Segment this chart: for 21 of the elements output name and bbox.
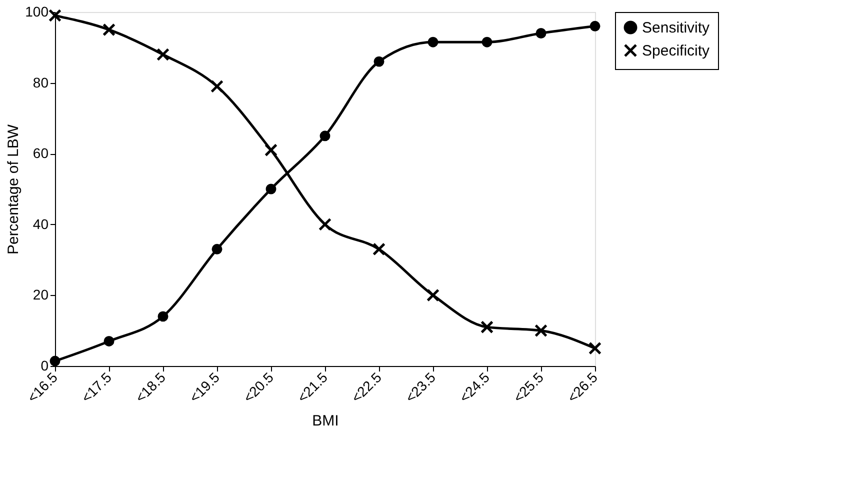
point xyxy=(156,48,170,61)
y-tick-label: 40 xyxy=(32,216,49,232)
legend-label: Specificity xyxy=(642,42,710,60)
point xyxy=(372,242,386,256)
point xyxy=(102,23,116,36)
y-tick-label: 100 xyxy=(25,4,49,20)
point xyxy=(480,320,494,334)
point xyxy=(318,218,332,231)
x-axis-title: BMI xyxy=(312,412,339,430)
y-tick-label: 60 xyxy=(32,145,49,162)
y-tick-label: 0 xyxy=(40,358,49,374)
y-tick-label: 20 xyxy=(32,286,49,303)
point xyxy=(264,144,278,157)
point xyxy=(48,9,62,22)
legend-label: Sensitivity xyxy=(642,20,710,36)
point xyxy=(210,80,224,93)
y-axis-title: Percentage of LBW xyxy=(5,124,22,255)
y-tick-label: 80 xyxy=(32,74,49,90)
point xyxy=(588,342,602,355)
point xyxy=(534,324,548,338)
point xyxy=(426,288,440,302)
